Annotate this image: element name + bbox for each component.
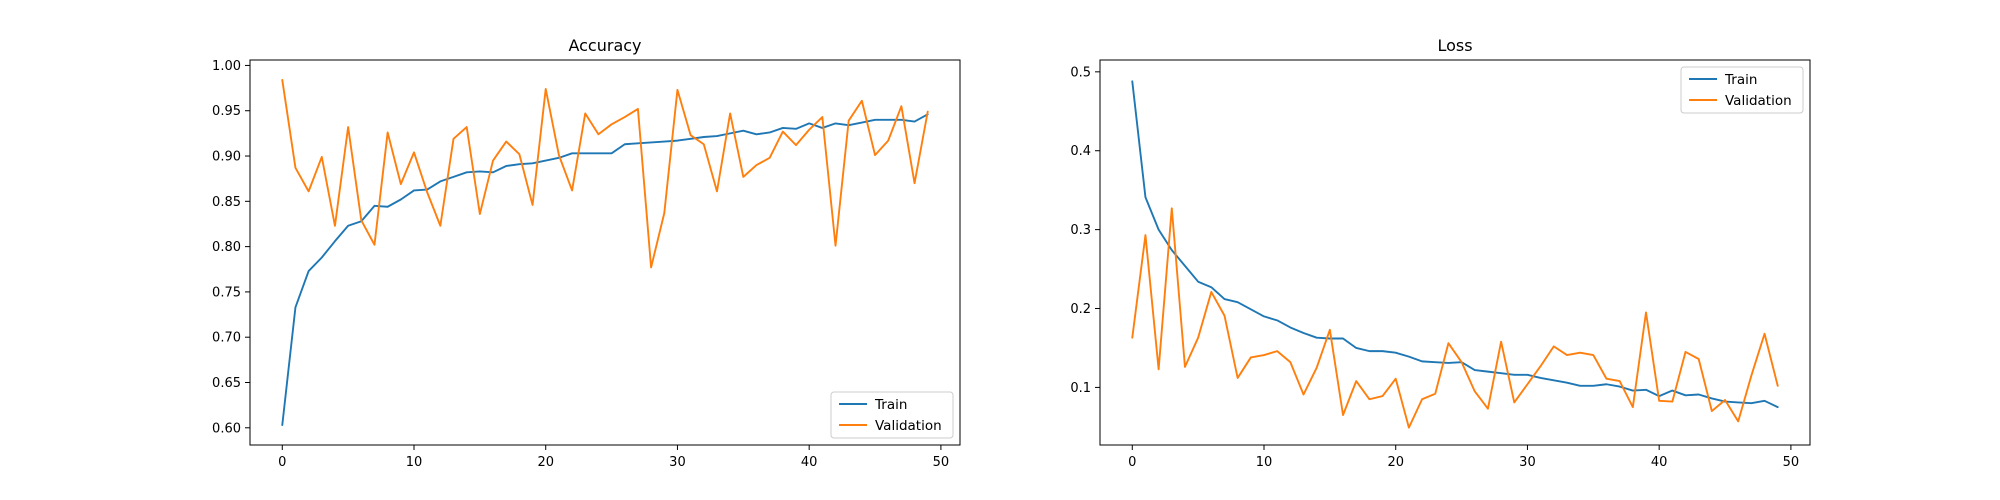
loss-chart: Loss 0 10 20 30 40 50 0.1 0.2 0.3 0.4 0.5 Train Valid… — [1070, 36, 1811, 470]
accuracy-x-tick-label: 50 — [933, 455, 950, 470]
loss-title: Loss — [1437, 36, 1472, 55]
accuracy-legend-label-validation: Validation — [875, 418, 942, 434]
loss-x-tick-label: 50 — [1783, 455, 1800, 470]
accuracy-y-tick-label: 0.95 — [212, 104, 241, 119]
loss-y-tick-label: 0.3 — [1070, 223, 1091, 238]
accuracy-y-tick-label: 0.85 — [212, 195, 241, 210]
loss-legend: Train Validation — [1680, 66, 1804, 114]
loss-axes-frame — [1099, 59, 1811, 446]
accuracy-y-tick-label: 0.60 — [212, 421, 241, 436]
loss-legend-label-validation: Validation — [1725, 93, 1792, 109]
accuracy-x-tick-label: 40 — [801, 455, 818, 470]
loss-y-tick-label: 0.2 — [1070, 302, 1091, 317]
accuracy-y-tick-label: 0.70 — [212, 331, 241, 346]
accuracy-y-tick-label: 0.90 — [212, 150, 241, 165]
loss-x-tick-label: 0 — [1128, 455, 1136, 470]
accuracy-title: Accuracy — [568, 36, 641, 55]
accuracy-y-tick-label: 0.65 — [212, 376, 241, 391]
loss-x-tick-label: 20 — [1387, 455, 1404, 470]
loss-x-tick-label: 40 — [1651, 455, 1668, 470]
accuracy-y-tick-label: 0.80 — [212, 240, 241, 255]
accuracy-legend: Train Validation — [830, 391, 954, 439]
loss-y-tick-label: 0.5 — [1070, 65, 1091, 80]
loss-series-validation-line — [1131, 207, 1779, 429]
accuracy-x-tick-label: 10 — [406, 455, 423, 470]
loss-x-tick-label: 30 — [1519, 455, 1536, 470]
accuracy-y-tick-label: 1.00 — [212, 59, 241, 74]
accuracy-series-validation-line — [281, 78, 929, 269]
accuracy-axes-frame — [249, 59, 961, 446]
loss-x-tick-label: 10 — [1256, 455, 1273, 470]
accuracy-x-tick-label: 30 — [669, 455, 686, 470]
accuracy-y-tick-label: 0.75 — [212, 285, 241, 300]
loss-y-tick-label: 0.1 — [1070, 381, 1091, 396]
accuracy-x-tick-label: 0 — [278, 455, 286, 470]
loss-legend-label-train: Train — [1724, 72, 1757, 88]
accuracy-x-tick-label: 20 — [537, 455, 554, 470]
accuracy-chart: Accuracy 0 10 20 30 40 50 0.60 0.65 0.70 0.75 0.80 0… — [212, 36, 961, 470]
accuracy-legend-label-train: Train — [874, 397, 907, 413]
accuracy-series-train-line — [281, 113, 929, 427]
loss-series-train-line — [1131, 80, 1779, 409]
loss-y-tick-label: 0.4 — [1070, 144, 1091, 159]
